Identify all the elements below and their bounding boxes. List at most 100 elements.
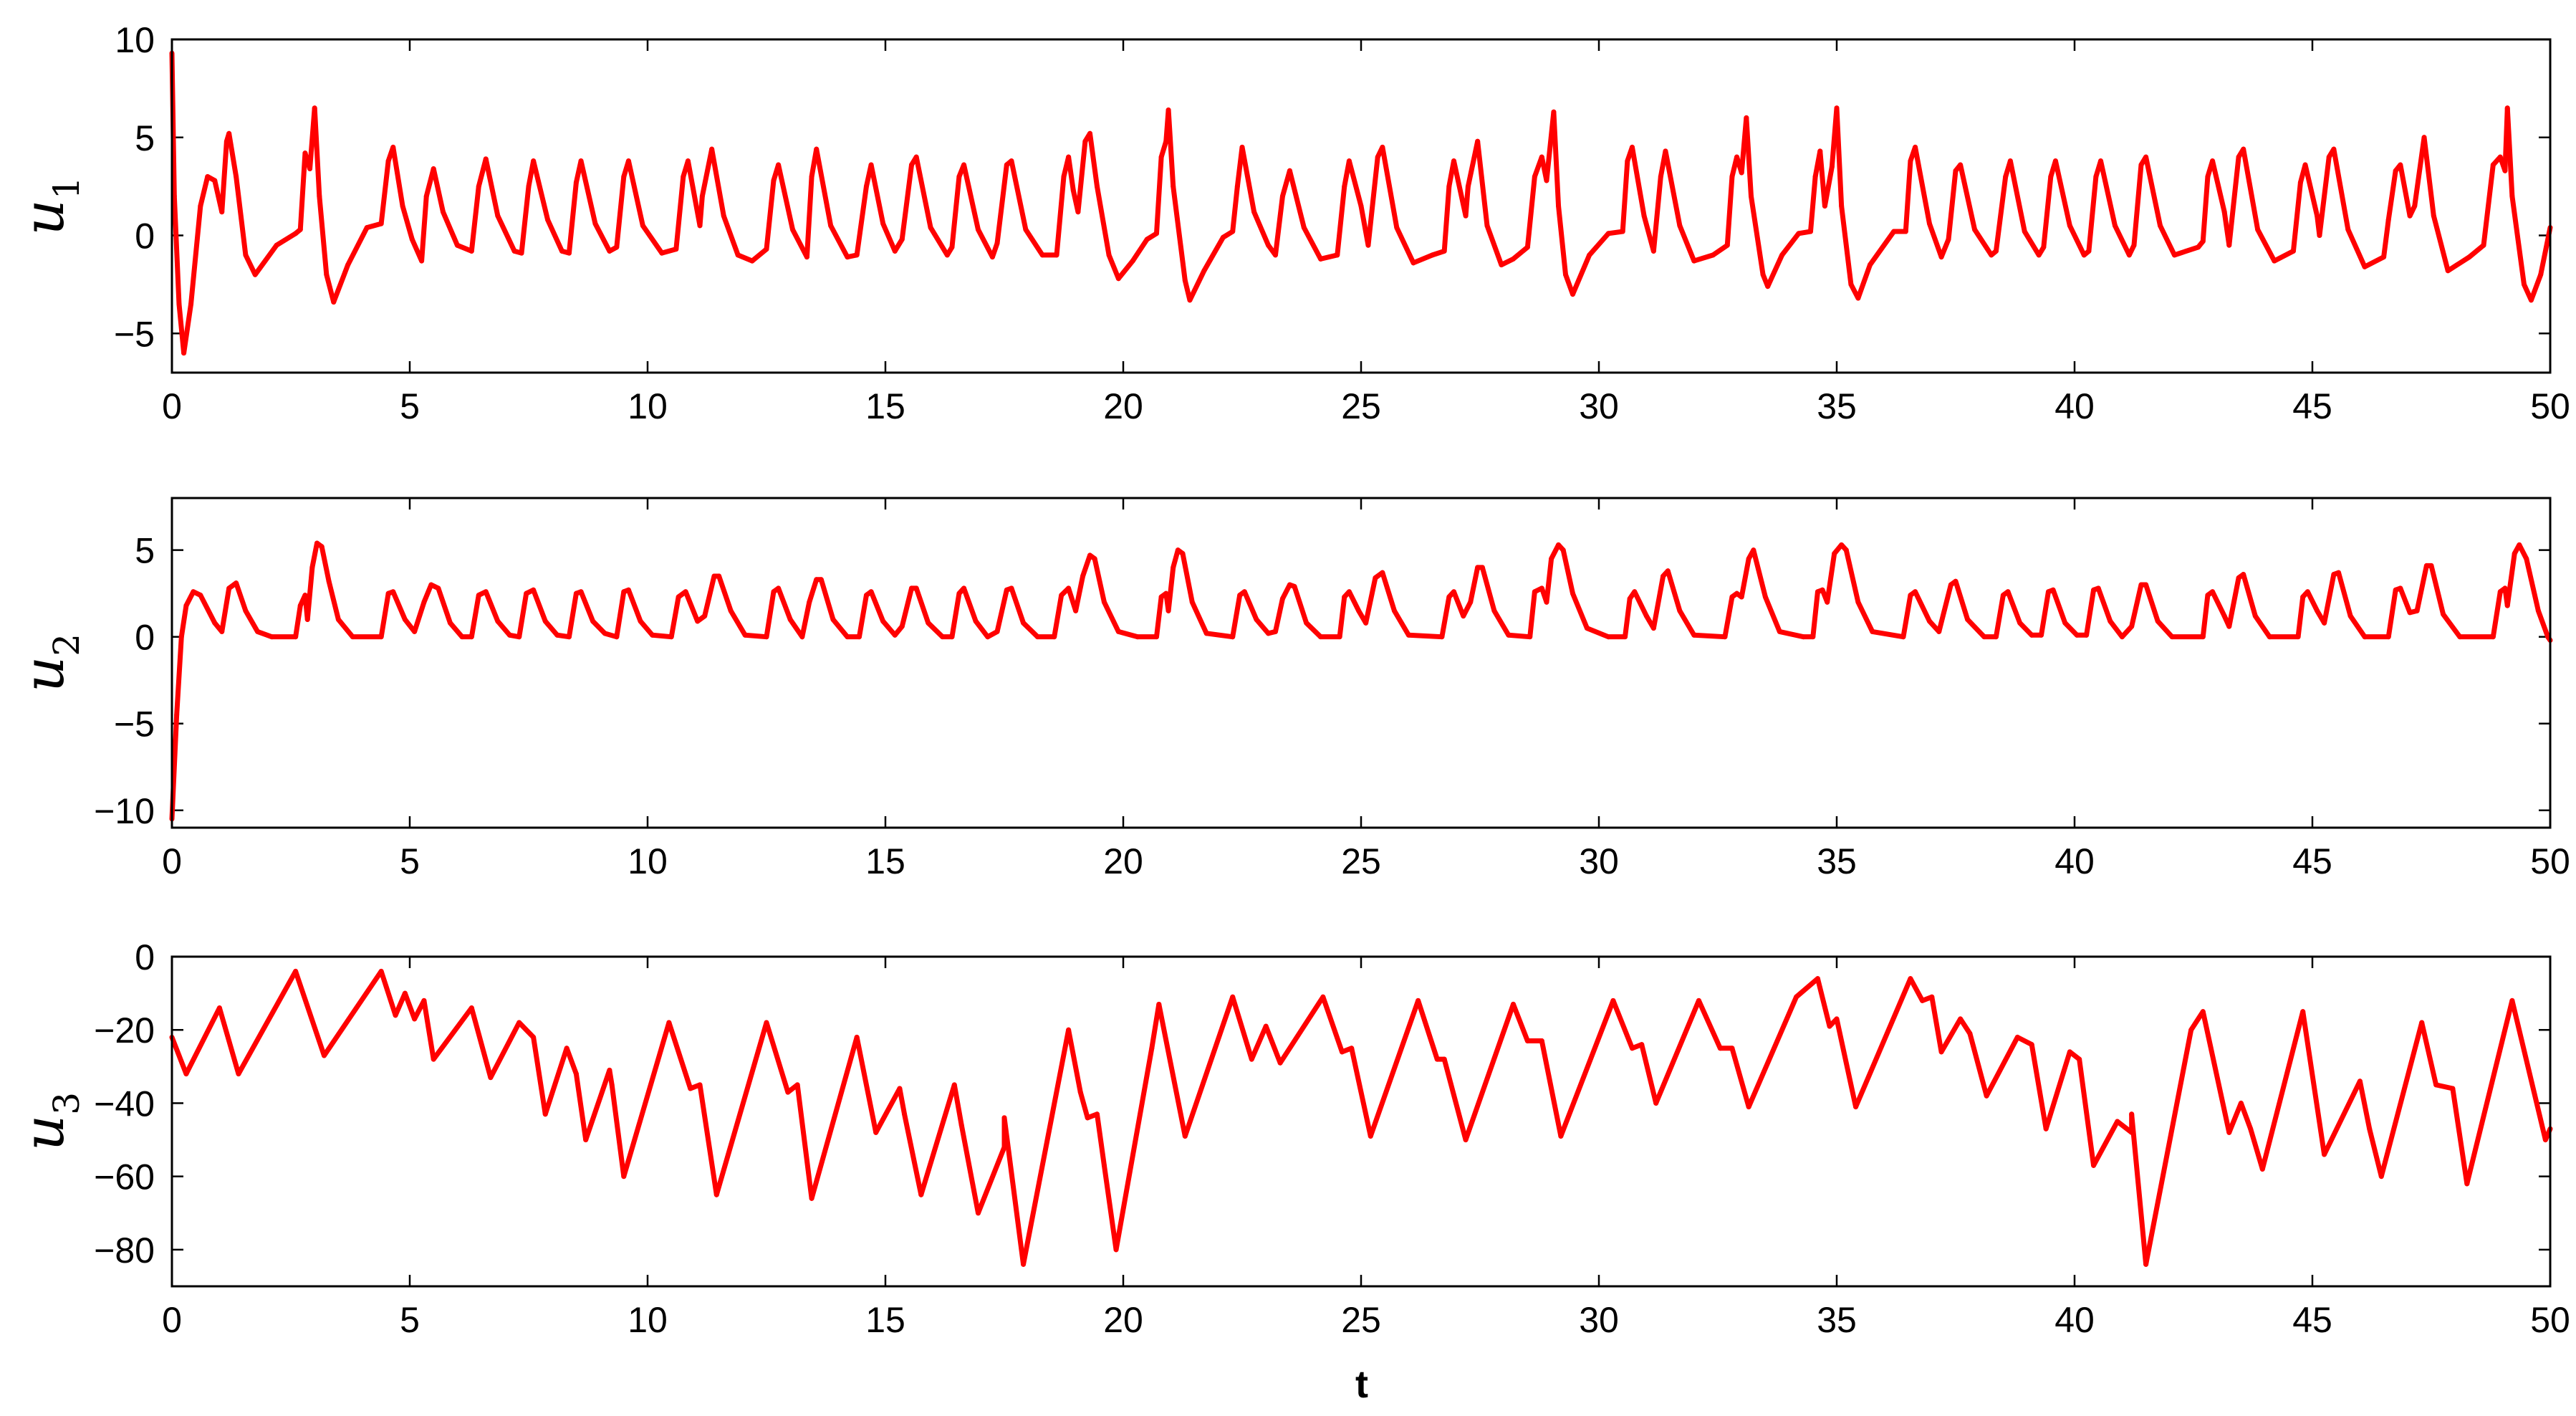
xtick-label-u2-35: 35 [1817, 841, 1857, 881]
xtick-label-u3-5: 5 [400, 1300, 420, 1340]
xtick-label-u2-5: 5 [400, 841, 420, 881]
series-segment-u1-40 [519, 183, 532, 256]
series-segment-u3-15 [531, 1034, 548, 1117]
plot-frame-u1 [170, 38, 2552, 374]
series-segment-u2-66 [799, 599, 812, 640]
xtick-label-u3-0: 0 [162, 1300, 182, 1340]
xtick-label-u3-25: 25 [1341, 1300, 1381, 1340]
series-segment-u2-111 [1230, 593, 1243, 640]
series-segment-u3-108 [2419, 1020, 2439, 1088]
series-segment-u2-5 [198, 593, 218, 626]
series-segment-u2-31 [447, 620, 465, 640]
series-segment-u2-59 [716, 573, 734, 613]
xtick-label-u2-10: 10 [628, 841, 668, 881]
series-segment-u2-23 [378, 590, 391, 640]
ytick-label-u3--60: −60 [94, 1157, 155, 1197]
series-segment-u2-230 [2428, 563, 2446, 617]
series-segment-u1-37 [483, 156, 501, 219]
xtick-label-u1-10: 10 [628, 386, 668, 426]
series-segment-u3-18 [573, 1071, 589, 1143]
y-axis-label-u1-sub: 1 [46, 176, 87, 199]
y-axis-label-u2-sub: 2 [46, 633, 87, 656]
series-segment-u1-192 [1972, 226, 1994, 258]
series-segment-u2-109 [1189, 599, 1209, 636]
xtick-label-u2-0: 0 [162, 841, 182, 881]
series-segment-u2-43 [566, 590, 579, 640]
series-segment-u3-70 [1653, 998, 1701, 1106]
series-segment-u3-57 [1349, 1046, 1373, 1139]
series-segment-u1-204 [2086, 173, 2099, 254]
xtick-label-u1-0: 0 [162, 386, 182, 426]
series-segment-u1-153 [1620, 158, 1630, 234]
series-segment-u3-79 [1853, 976, 1913, 1110]
series-segment-u2-1 [174, 634, 184, 718]
series-segment-u1-231 [2345, 226, 2368, 269]
series-segment-u3-97 [2188, 1009, 2206, 1033]
series-segment-u2-106 [1171, 547, 1181, 570]
series-segment-u3-49 [1156, 1001, 1188, 1139]
y-axis-label-u3-main: u [12, 1115, 77, 1151]
series-segment-u2-181 [1936, 582, 1953, 634]
series-segment-u1-160 [1677, 223, 1697, 264]
xtick-label-u1-40: 40 [2054, 386, 2095, 426]
series-segment-u2-139 [1506, 632, 1533, 640]
series-segment-u1-223 [2272, 248, 2296, 264]
series-segment-u1-112 [1201, 234, 1226, 274]
series-segment-u1-130 [1380, 144, 1400, 231]
series-segment-u3-13 [488, 1020, 522, 1081]
series-segment-u3-75 [1794, 976, 1820, 1000]
xtick-label-u3-10: 10 [628, 1300, 668, 1340]
ytick-marks-u2 [172, 549, 2550, 812]
series-segment-u1-128 [1365, 154, 1380, 248]
xtick-label-u2-50: 50 [2530, 841, 2570, 881]
series-segment-u1-161 [1691, 252, 1716, 264]
series-segment-u1-14 [274, 231, 299, 248]
series-segment-u1-101 [1106, 252, 1121, 282]
series-segment-u3-31 [854, 1034, 879, 1135]
xtick-label-u1-20: 20 [1103, 386, 1143, 426]
series-segment-u3-19 [583, 1067, 612, 1143]
series-segment-u2-126 [1363, 575, 1378, 626]
series-segment-u1-132 [1410, 252, 1436, 266]
series-segment-u2-124 [1346, 589, 1362, 613]
series-segment-u3-98 [2200, 1009, 2232, 1135]
ytick-label-u2--10: −10 [94, 791, 155, 831]
series-segment-u3-112 [2509, 998, 2548, 1143]
series-segment-u1-61 [721, 213, 741, 258]
series-segment-u3-63 [1510, 1001, 1530, 1044]
ytick-label-u2-5: 5 [135, 531, 155, 571]
series-segment-u3-86 [1984, 1034, 2020, 1099]
series-segment-u2-146 [1560, 547, 1575, 596]
series-segment-u2-77 [899, 585, 915, 629]
plot-frame-u3 [170, 955, 2552, 1288]
series-segment-u2-116 [1272, 595, 1285, 634]
series-segment-u1-186 [1913, 144, 1932, 226]
xtick-label-u1-35: 35 [1817, 386, 1857, 426]
series-segment-u1-85 [961, 162, 981, 232]
series-segment-u2-175 [1855, 599, 1875, 634]
series-u2 [169, 540, 2553, 822]
series-segment-u2-27 [412, 599, 427, 634]
series-segment-u1-57 [685, 158, 703, 229]
series-segment-u1-213 [2171, 244, 2201, 258]
series-segment-u1-106 [1158, 138, 1169, 160]
series-segment-u2-50 [625, 587, 643, 624]
series-segment-u1-67 [790, 226, 809, 260]
series-segment-u2-171 [1825, 550, 1837, 605]
series-segment-u2-113 [1241, 589, 1259, 622]
series-segment-u2-177 [1900, 593, 1913, 640]
series-segment-u2-79 [913, 585, 931, 626]
series-segment-u2-100 [1115, 628, 1140, 640]
ytick-label-u3--20: −20 [94, 1010, 155, 1051]
xtick-label-u3-35: 35 [1817, 1300, 1857, 1340]
series-segment-u1-236 [2398, 162, 2413, 219]
series-segment-u3-45 [1094, 1111, 1107, 1168]
series-segment-u2-130 [1405, 632, 1445, 640]
series-segment-u1-16 [297, 150, 308, 232]
series-segment-u3-104 [2322, 1078, 2363, 1157]
series-segment-u3-14 [516, 1020, 537, 1040]
series-segment-u2-53 [668, 594, 681, 640]
series-segment-u1-5 [198, 173, 211, 209]
series-segment-u2-25 [390, 589, 408, 622]
series-segment-u2-82 [949, 590, 962, 640]
